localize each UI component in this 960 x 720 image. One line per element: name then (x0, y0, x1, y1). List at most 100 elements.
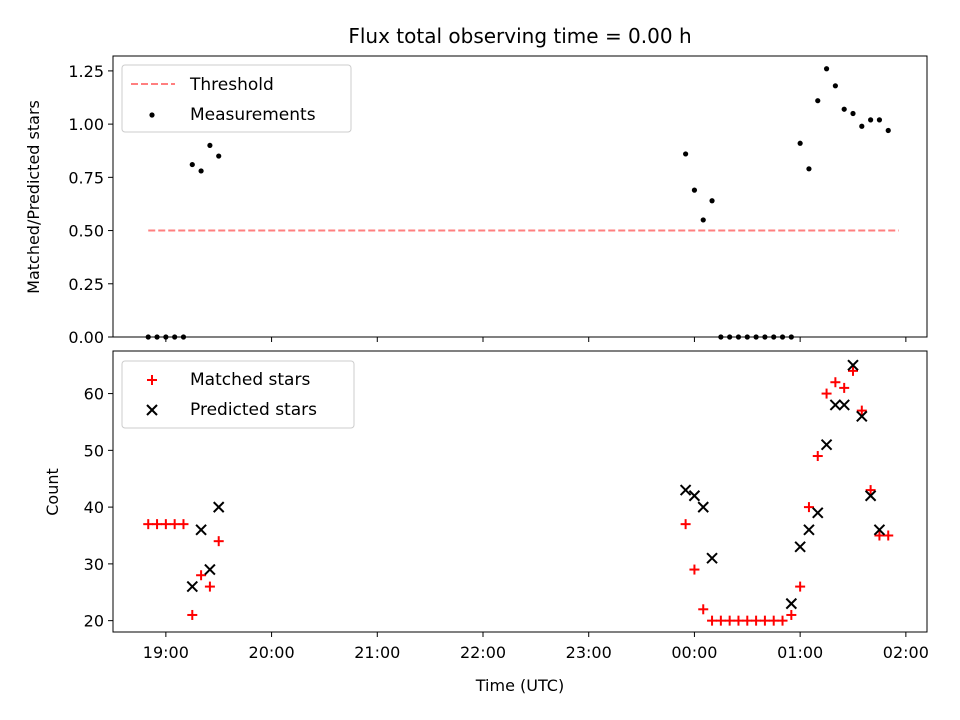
measurement-point (189, 161, 195, 168)
predicted-star-point (864, 490, 877, 502)
top-legend-box (121, 64, 352, 133)
measurement-point (823, 66, 830, 72)
predicted-star-point (838, 399, 850, 411)
matched-star-point (874, 530, 885, 541)
matched-star-point (143, 519, 154, 530)
measurement-point (841, 106, 847, 112)
bottom-ytick-label: 40 (84, 498, 104, 517)
matched-star-point (698, 604, 709, 615)
matched-star-point (152, 519, 163, 530)
measurements-legend-swatch (149, 112, 155, 118)
bottom-xtick-label: 22:00 (460, 643, 506, 662)
bottom-xtick-label: 23:00 (566, 643, 612, 662)
matched-star-point (689, 564, 700, 575)
predicted-star-point (706, 552, 718, 564)
bottom-ytick-label: 20 (84, 612, 104, 631)
matched-star-point (178, 519, 189, 530)
top-ytick-label: 0.75 (68, 168, 104, 187)
matched-star-point (187, 609, 198, 620)
predicted-legend-label: Predicted stars (190, 400, 317, 420)
top-panel-ticks: 0.00 0.25 0.50 0.75 1.00 1.25 (68, 62, 907, 347)
measurement-point (198, 168, 204, 174)
bottom-panel-plot (143, 359, 894, 626)
matched-star-point (848, 365, 858, 376)
predicted-star-point (213, 501, 225, 513)
predicted-swatch-mark (146, 404, 158, 416)
measurement-point (832, 83, 838, 89)
matched-star-point (169, 519, 180, 530)
top-panel-ylabel: Matched/Predicted stars (24, 100, 43, 294)
matched-star-point (724, 615, 735, 626)
matched-star-point (768, 615, 779, 626)
measurements-legend-label: Measurements (190, 105, 316, 125)
measurement-point (815, 98, 821, 104)
top-ytick-label: 1.00 (68, 115, 104, 134)
matched-star-point (204, 581, 215, 592)
measurement-point (683, 151, 689, 157)
bottom-xtick-label: 00:00 (671, 643, 717, 662)
matched-star-point (751, 615, 762, 626)
measurement-point (709, 198, 715, 204)
matched-star-point (759, 615, 770, 626)
bottom-ytick-label: 50 (84, 441, 104, 460)
matched-swatch-mark (147, 375, 157, 385)
threshold-legend-label: Threshold (189, 75, 274, 95)
bottom-xtick-label: 19:00 (143, 643, 189, 662)
predicted-star-point (688, 490, 701, 502)
matched-star-point (821, 388, 832, 399)
matched-legend-label: Matched stars (190, 370, 310, 390)
matched-star-point (742, 615, 753, 626)
measurement-point (850, 110, 856, 117)
predicted-star-point (829, 399, 842, 411)
top-panel: 0.00 0.25 0.50 0.75 1.00 1.25 Matched/Predict… (24, 55, 928, 347)
measurement-point (797, 140, 803, 146)
chart-title: Flux total observing time = 0.00 h (348, 24, 691, 48)
measurement-point (691, 187, 698, 193)
measurement-point (806, 166, 812, 172)
matched-star-point (680, 519, 691, 530)
top-panel-frame (112, 55, 928, 338)
measurement-point (207, 142, 213, 149)
matched-star-point (160, 519, 171, 530)
predicted-star-point (794, 541, 806, 553)
measurement-point (885, 127, 891, 134)
bottom-ytick-label: 30 (84, 555, 104, 574)
matched-star-point (777, 615, 788, 626)
predicted-star-point (679, 484, 692, 496)
bottom-panel-xlabel: Time (UTC) (475, 676, 564, 695)
bottom-panel-ticks: 20 30 40 50 60 19:00 20:00 21:00 22:00 23:00 00:00… (84, 385, 929, 662)
top-panel-legend: Threshold Measurements (121, 64, 352, 133)
bottom-ytick-label: 60 (84, 385, 104, 404)
matched-star-point (865, 485, 876, 496)
bottom-panel: 20 30 40 50 60 19:00 20:00 21:00 22:00 23:00 00:00… (43, 350, 929, 695)
bottom-panel-legend: Matched stars Predicted stars (121, 360, 355, 429)
matched-star-point (196, 570, 207, 581)
matched-star-point (786, 609, 797, 620)
bottom-xtick-label: 01:00 (777, 643, 823, 662)
bottom-xtick-label: 20:00 (249, 643, 295, 662)
predicted-star-point (812, 507, 824, 519)
measurement-point (859, 123, 865, 129)
top-ytick-label: 0.50 (68, 222, 104, 241)
matched-star-point (830, 377, 841, 388)
predicted-star-point (204, 563, 216, 576)
matched-star-point (715, 615, 726, 626)
matched-star-point (733, 615, 744, 626)
measurement-point (876, 117, 883, 123)
matched-legend-swatch (147, 375, 157, 385)
top-ytick-label: 1.25 (68, 62, 104, 81)
predicted-star-point (873, 524, 886, 536)
predicted-star-point (195, 524, 207, 536)
top-ytick-label: 0.00 (68, 328, 104, 347)
bottom-legend-box (121, 360, 355, 429)
matched-star-point (839, 382, 850, 393)
measurement-point (216, 153, 222, 159)
predicted-star-point (186, 580, 198, 593)
matched-star-point (812, 451, 823, 462)
predicted-star-point (856, 410, 868, 422)
matched-star-point (803, 502, 814, 513)
bottom-panel-frame (112, 350, 928, 633)
measurement-point (700, 217, 706, 223)
measurement-point (868, 117, 874, 123)
